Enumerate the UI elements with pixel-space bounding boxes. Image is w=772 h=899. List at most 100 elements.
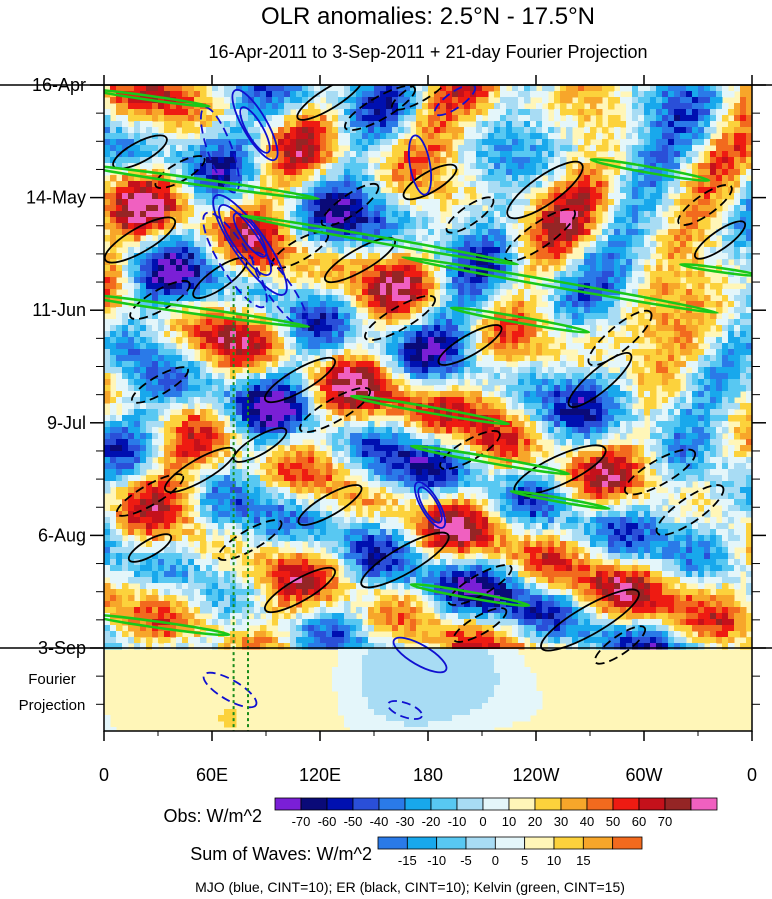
heatmap-cell — [212, 283, 219, 290]
heatmap-cell — [620, 211, 627, 218]
heatmap-cell — [704, 151, 711, 158]
heatmap-cell — [260, 115, 267, 122]
heatmap-cell — [470, 151, 477, 158]
heatmap-cell — [464, 289, 471, 296]
heatmap-cell — [200, 85, 207, 92]
heatmap-cell — [326, 157, 333, 164]
heatmap-cell — [530, 217, 537, 224]
heatmap-cell — [140, 85, 147, 92]
heatmap-cell — [278, 175, 285, 182]
heatmap-cell — [416, 115, 423, 122]
heatmap-cell — [692, 163, 699, 170]
heatmap-cell — [452, 193, 459, 200]
heatmap-cell — [458, 295, 465, 302]
heatmap-cell — [206, 187, 213, 194]
heatmap-cell — [698, 217, 705, 224]
heatmap-cell — [698, 319, 705, 326]
heatmap-cell — [602, 127, 609, 134]
heatmap-cell — [332, 295, 339, 302]
heatmap-cell — [350, 157, 357, 164]
heatmap-cell — [650, 349, 657, 356]
heatmap-cell — [728, 367, 735, 374]
heatmap-cell — [686, 331, 693, 338]
heatmap-cell — [182, 271, 189, 278]
heatmap-cell — [128, 265, 135, 272]
heatmap-cell — [434, 241, 441, 248]
heatmap-cell — [260, 259, 267, 266]
heatmap-cell — [506, 391, 513, 398]
heatmap-cell — [296, 331, 303, 338]
heatmap-cell — [320, 139, 327, 146]
heatmap-cell — [578, 367, 585, 374]
heatmap-cell — [698, 313, 705, 320]
heatmap-cell — [488, 211, 495, 218]
heatmap-cell — [134, 151, 141, 158]
heatmap-cell — [122, 199, 129, 206]
heatmap-cell — [602, 319, 609, 326]
heatmap-cell — [344, 91, 351, 98]
heatmap-cell — [452, 385, 459, 392]
heatmap-cell — [104, 355, 111, 362]
heatmap-cell — [362, 109, 369, 116]
heatmap-cell — [320, 85, 327, 92]
heatmap-cell — [326, 91, 333, 98]
heatmap-cell — [692, 271, 699, 278]
heatmap-cell — [458, 115, 465, 122]
heatmap-cell — [686, 181, 693, 188]
heatmap-cell — [494, 139, 501, 146]
heatmap-cell — [602, 139, 609, 146]
heatmap-cell — [668, 247, 675, 254]
heatmap-cell — [404, 109, 411, 116]
heatmap-cell — [446, 367, 453, 374]
heatmap-cell — [482, 121, 489, 128]
heatmap-cell — [368, 367, 375, 374]
heatmap-cell — [668, 283, 675, 290]
heatmap-cell — [218, 85, 225, 92]
heatmap-cell — [656, 355, 663, 362]
heatmap-cell — [422, 85, 429, 92]
heatmap-cell — [482, 325, 489, 332]
heatmap-cell — [272, 163, 279, 170]
heatmap-cell — [638, 181, 645, 188]
heatmap-cell — [662, 91, 669, 98]
heatmap-cell — [122, 343, 129, 350]
heatmap-cell — [500, 223, 507, 230]
heatmap-cell — [296, 301, 303, 308]
heatmap-cell — [194, 373, 201, 380]
heatmap-cell — [536, 127, 543, 134]
heatmap-cell — [344, 277, 351, 284]
heatmap-cell — [668, 337, 675, 344]
heatmap-cell — [698, 337, 705, 344]
heatmap-cell — [308, 337, 315, 344]
heatmap-cell — [356, 145, 363, 152]
heatmap-cell — [326, 145, 333, 152]
heatmap-cell — [110, 331, 117, 338]
heatmap-cell — [578, 355, 585, 362]
heatmap-cell — [506, 373, 513, 380]
heatmap-cell — [332, 289, 339, 296]
heatmap-cell — [698, 133, 705, 140]
heatmap-cell — [188, 295, 195, 302]
heatmap-cell — [362, 325, 369, 332]
heatmap-cell — [452, 337, 459, 344]
heatmap-cell — [302, 223, 309, 230]
heatmap-cell — [290, 289, 297, 296]
heatmap-cell — [488, 133, 495, 140]
heatmap-cell — [530, 271, 537, 278]
heatmap-cell — [158, 367, 165, 374]
heatmap-cell — [326, 151, 333, 158]
heatmap-cell — [188, 109, 195, 116]
heatmap-cell — [146, 121, 153, 128]
heatmap-cell — [410, 301, 417, 308]
heatmap-cell — [350, 253, 357, 260]
heatmap-cell — [146, 181, 153, 188]
heatmap-cell — [206, 253, 213, 260]
heatmap-cell — [518, 211, 525, 218]
heatmap-cell — [122, 217, 129, 224]
heatmap-cell — [590, 91, 597, 98]
heatmap-cell — [308, 139, 315, 146]
heatmap-cell — [560, 283, 567, 290]
heatmap-cell — [362, 127, 369, 134]
heatmap-cell — [464, 265, 471, 272]
heatmap-cell — [584, 385, 591, 392]
